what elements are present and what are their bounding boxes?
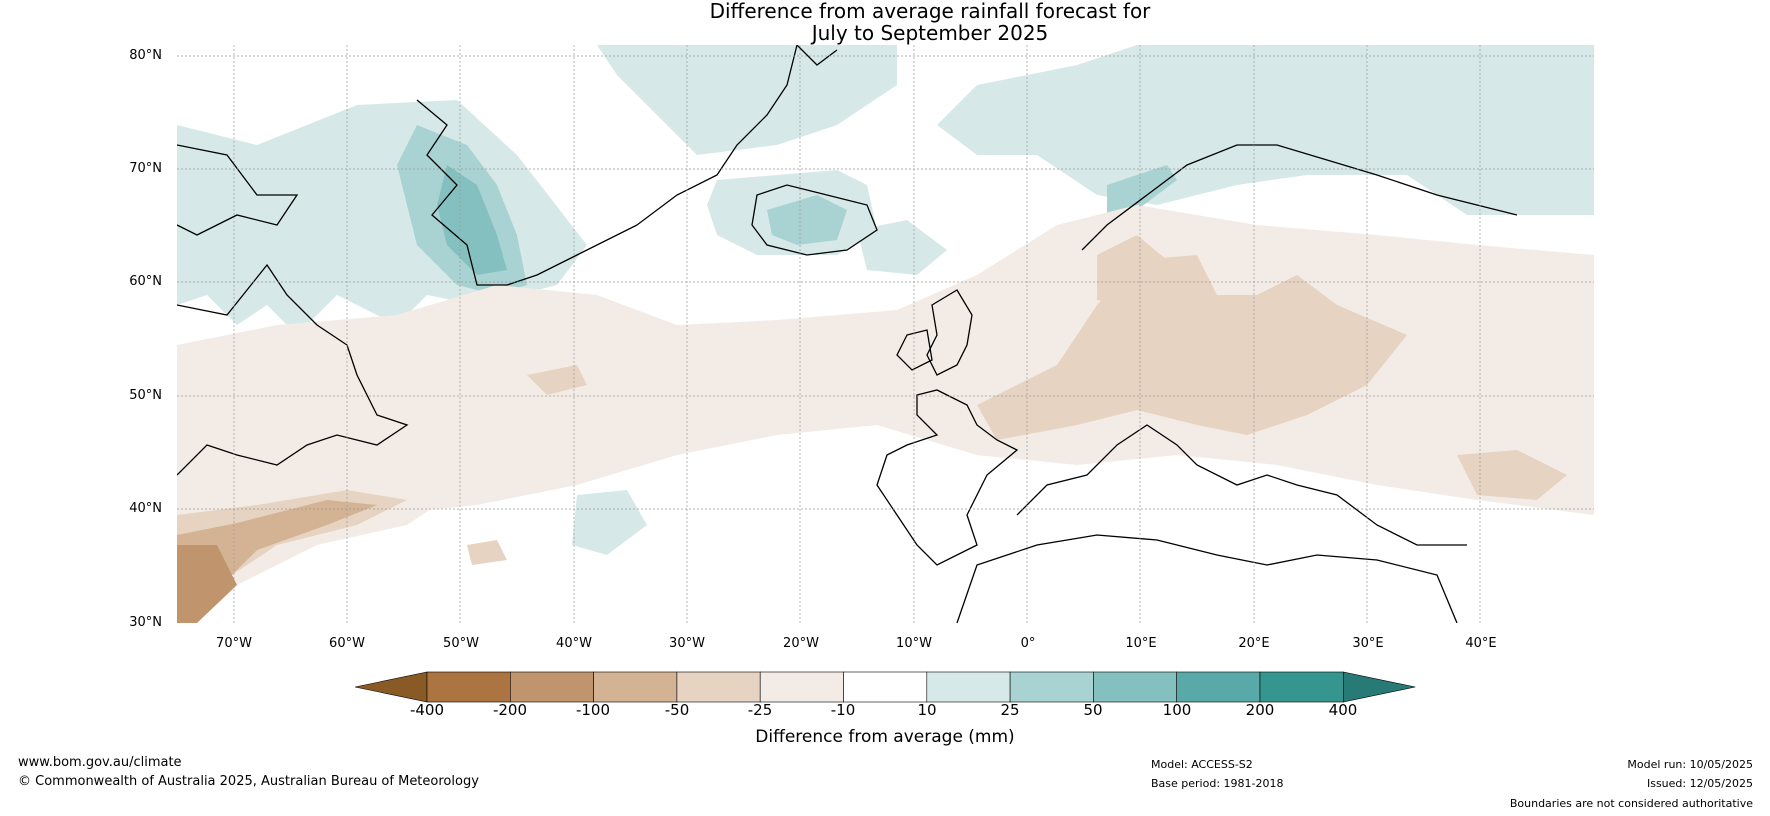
drier-region-us-core — [177, 500, 377, 623]
footer-copyright: © Commonwealth of Australia 2025, Austra… — [18, 774, 479, 789]
lon-label-50w: 50°W — [443, 636, 479, 651]
lat-label-30n: 30°N — [129, 615, 162, 630]
europe-coast — [876, 389, 1019, 566]
colorbar-swatch — [1259, 671, 1344, 703]
colorbar-swatch — [510, 671, 594, 703]
scandinavia-coast — [1081, 144, 1518, 251]
drier-region-black-sea — [1457, 450, 1567, 500]
lat-label-40n: 40°N — [129, 501, 162, 516]
colorbar-swatch — [1009, 671, 1094, 703]
colorbar-swatch — [354, 671, 428, 703]
wetter-region-scandinavia-coast — [1107, 165, 1177, 220]
colorbar — [354, 671, 1416, 703]
drier-regions — [177, 205, 1594, 623]
ireland-coast — [896, 329, 933, 371]
mediterranean-coast — [1016, 424, 1467, 546]
colorbar-tick-400: 400 — [1328, 701, 1358, 719]
lat-label-80n: 80°N — [129, 48, 162, 63]
footer-disclaimer: Boundaries are not considered authoritat… — [1509, 797, 1753, 810]
coastlines — [177, 45, 1518, 623]
lon-label-40w: 40°W — [556, 636, 592, 651]
drier-region-central-europe — [977, 255, 1407, 440]
labrador-coast — [177, 263, 409, 476]
map-title-line1: Difference from average rainfall forecas… — [709, 0, 1151, 23]
lat-label-60n: 60°N — [129, 274, 162, 289]
lon-label-40e: 40°E — [1465, 636, 1497, 651]
footer-model-run: Model run: 10/05/2025 — [1627, 758, 1753, 771]
colorbar-tick-25: 25 — [1000, 701, 1020, 719]
colorbar-tick-50: 50 — [1083, 701, 1103, 719]
footer-website: www.bom.gov.au/climate — [18, 755, 182, 770]
lon-label-20e: 20°E — [1238, 636, 1270, 651]
wetter-regions — [177, 45, 1594, 555]
footer-model: Model: ACCESS-S2 — [1151, 758, 1253, 771]
footer-base-period: Base period: 1981-2018 — [1151, 777, 1284, 790]
drier-region-atlantic-1 — [527, 365, 587, 395]
wetter-region-arctic — [937, 45, 1594, 215]
colorbar-swatch — [426, 671, 511, 703]
colorbar-title: Difference from average (mm) — [755, 727, 1015, 747]
colorbar-tick-minus-100: -100 — [575, 701, 611, 719]
colorbar-tick-minus-400: -400 — [409, 701, 445, 719]
graticule — [177, 45, 1594, 623]
lon-label-30e: 30°E — [1352, 636, 1384, 651]
lon-label-0: 0° — [1020, 636, 1036, 651]
rainfall-difference-map — [177, 45, 1594, 623]
colorbar-tick-200: 200 — [1245, 701, 1275, 719]
iceland-coast — [751, 184, 878, 256]
greenland-coast — [416, 45, 798, 286]
colorbar-swatch — [1093, 671, 1178, 703]
north-africa-coast — [956, 534, 1458, 623]
colorbar-tick-minus-25: -25 — [747, 701, 773, 719]
wetter-region-norwegian-sea — [857, 220, 947, 275]
map-title-line2: July to September 2025 — [811, 21, 1049, 45]
colorbar-swatch — [926, 671, 1011, 703]
colorbar-tick-10: 10 — [917, 701, 937, 719]
colorbar-tick-minus-10: -10 — [830, 701, 856, 719]
drier-region-us-deep — [177, 545, 237, 623]
lat-label-50n: 50°N — [129, 388, 162, 403]
drier-region-atlantic-2 — [467, 540, 507, 565]
colorbar-swatch — [843, 671, 928, 703]
lon-label-10e: 10°E — [1125, 636, 1157, 651]
wetter-region-baffin-deep — [437, 165, 507, 275]
wetter-region-mid-atlantic — [572, 490, 647, 555]
lon-label-60w: 60°W — [329, 636, 365, 651]
lat-label-70n: 70°N — [129, 161, 162, 176]
colorbar-swatch — [1342, 671, 1416, 703]
map-canvas — [177, 45, 1594, 623]
britain-coast — [926, 289, 973, 376]
colorbar-tick-100: 100 — [1162, 701, 1192, 719]
lon-label-30w: 30°W — [669, 636, 705, 651]
baffin-coast — [177, 144, 299, 236]
drier-region-scandinavia — [1097, 235, 1167, 305]
wetter-region-greenland-sea — [597, 45, 897, 155]
drier-region-us-mid — [177, 490, 407, 605]
greenland-northeast-coast — [796, 45, 838, 66]
lon-label-70w: 70°W — [216, 636, 252, 651]
colorbar-tick-minus-200: -200 — [492, 701, 528, 719]
colorbar-swatch — [593, 671, 678, 703]
drier-region-europe — [177, 205, 1594, 515]
colorbar-tick-minus-50: -50 — [664, 701, 690, 719]
footer-issued: Issued: 12/05/2025 — [1646, 777, 1753, 790]
colorbar-swatch — [759, 671, 844, 703]
lon-label-10w: 10°W — [896, 636, 932, 651]
wetter-region-iceland-core — [767, 195, 847, 245]
lon-label-20w: 20°W — [783, 636, 819, 651]
colorbar-swatch — [1176, 671, 1261, 703]
colorbar-swatch — [676, 671, 761, 703]
